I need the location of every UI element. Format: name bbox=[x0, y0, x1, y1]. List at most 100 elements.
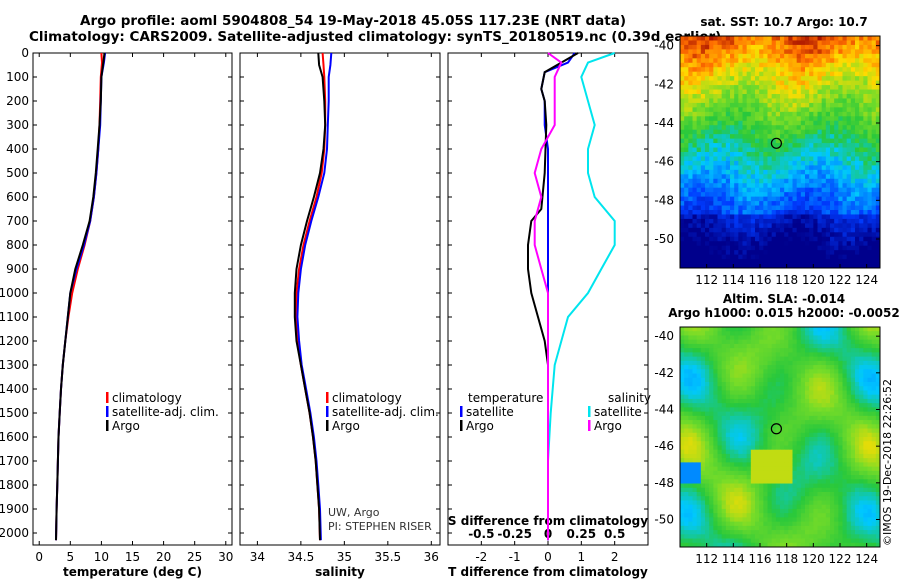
map-y-tick-label: -50 bbox=[654, 232, 674, 246]
x-tick-label: 25 bbox=[187, 550, 202, 564]
y-tick-label: 900 bbox=[6, 262, 29, 276]
map-x-tick-label: 112 bbox=[695, 552, 718, 566]
salinity-diff-legend-swatch bbox=[588, 420, 591, 431]
x-tick-label: 36 bbox=[424, 550, 439, 564]
float-pi-note: PI: STEPHEN RISER bbox=[328, 520, 432, 533]
map-x-tick-label: 124 bbox=[855, 273, 878, 287]
map-y-tick-label: -42 bbox=[654, 366, 674, 380]
x-tick-label: 10 bbox=[94, 550, 109, 564]
x-tick-label: -1 bbox=[509, 550, 521, 564]
sst-map-argo-marker bbox=[770, 137, 783, 149]
title-line-1: Argo profile: aoml 5904808_54 19-May-201… bbox=[80, 13, 627, 29]
salinity-diff-legend-label: Argo bbox=[594, 419, 622, 433]
map-x-tick-label: 116 bbox=[749, 273, 772, 287]
x-tick-label: 30 bbox=[218, 550, 233, 564]
y-tick-label: 1100 bbox=[0, 310, 29, 324]
temperature-legend-swatch bbox=[106, 420, 109, 431]
map-x-tick-label: 114 bbox=[722, 552, 745, 566]
series-satellite-line bbox=[547, 52, 616, 541]
x-tick-label: 1 bbox=[578, 550, 586, 564]
series-argo-line bbox=[533, 52, 563, 541]
map-y-tick-label: -50 bbox=[654, 513, 674, 527]
salinity-x-label: salinity bbox=[315, 565, 365, 579]
x-tick-label: 0 bbox=[35, 550, 43, 564]
map-x-tick-label: 112 bbox=[695, 273, 718, 287]
y-tick-label: 1800 bbox=[0, 478, 29, 492]
x-tick-label: 20 bbox=[156, 550, 171, 564]
salinity-diff-legend-label: satellite bbox=[594, 405, 642, 419]
x-tick-label: 0 bbox=[544, 550, 552, 564]
salinity-legend-swatch bbox=[326, 406, 329, 417]
map-y-tick-label: -48 bbox=[654, 476, 674, 490]
sst-map-field bbox=[680, 36, 881, 269]
salinity-legend-swatch bbox=[326, 420, 329, 431]
map-x-tick-label: 118 bbox=[775, 552, 798, 566]
temperature-legend-label: Argo bbox=[112, 419, 140, 433]
sla-map-frame bbox=[679, 326, 881, 548]
sla-map-argo-marker bbox=[770, 423, 783, 435]
temperature-diff-legend-title: temperature bbox=[468, 391, 543, 405]
temperature-diff-legend-label: Argo bbox=[466, 419, 494, 433]
map-y-tick-label: -44 bbox=[654, 403, 674, 417]
y-tick-label: 700 bbox=[6, 214, 29, 228]
y-tick-label: 2000 bbox=[0, 526, 29, 540]
series-argo-line bbox=[55, 52, 106, 541]
map-y-tick-label: -40 bbox=[654, 329, 674, 343]
temperature-legend-label: satellite-adj. clim. bbox=[112, 405, 219, 419]
salinity-legend-label: Argo bbox=[332, 419, 360, 433]
map-x-tick-label: 124 bbox=[855, 552, 878, 566]
salinity-legend-label: climatology bbox=[332, 391, 402, 405]
y-tick-label: 1600 bbox=[0, 430, 29, 444]
temperature-diff-legend-label: satellite bbox=[466, 405, 514, 419]
map-x-tick-label: 122 bbox=[829, 552, 852, 566]
x-tick-label: 5 bbox=[66, 550, 74, 564]
series-argo-line bbox=[293, 52, 327, 541]
map-x-tick-label: 118 bbox=[775, 273, 798, 287]
sla-map-title-2: Argo h1000: 0.015 h2000: -0.0052 bbox=[668, 306, 899, 320]
t-diff-x-label: T difference from climatology bbox=[448, 565, 648, 579]
x-tick-label: 34 bbox=[250, 550, 265, 564]
map-y-tick-label: -42 bbox=[654, 77, 674, 91]
salinity-legend-swatch bbox=[326, 392, 329, 403]
salinity-diff-legend-swatch bbox=[588, 406, 591, 417]
temperature-legend-swatch bbox=[106, 406, 109, 417]
y-tick-label: 400 bbox=[6, 142, 29, 156]
salinity-legend-label: satellite-adj. clim. bbox=[332, 405, 439, 419]
sst-map-title-1: sat. SST: 10.7 Argo: 10.7 bbox=[700, 15, 867, 29]
y-tick-label: 300 bbox=[6, 118, 29, 132]
x-tick-label: 35 bbox=[337, 550, 352, 564]
y-tick-label: 100 bbox=[6, 70, 29, 84]
map-x-tick-label: 122 bbox=[829, 273, 852, 287]
map-y-tick-label: -48 bbox=[654, 193, 674, 207]
x-tick-label: 15 bbox=[125, 550, 140, 564]
x-tick-label: 34.5 bbox=[288, 550, 315, 564]
float-owner-note: UW, Argo bbox=[328, 506, 380, 519]
y-tick-label: 1700 bbox=[0, 454, 29, 468]
temperature-x-label: temperature (deg C) bbox=[63, 565, 202, 579]
s-diff-tick-label: -0.25 bbox=[497, 527, 532, 541]
salinity-diff-legend-title: salinity bbox=[608, 391, 651, 405]
temperature-diff-legend-swatch bbox=[460, 406, 463, 417]
y-tick-label: 0 bbox=[21, 46, 29, 60]
y-tick-label: 1900 bbox=[0, 502, 29, 516]
sst-map-frame bbox=[679, 35, 881, 269]
sla-map-title-1: Altim. SLA: -0.014 bbox=[723, 292, 845, 306]
temperature-legend-swatch bbox=[106, 392, 109, 403]
map-x-tick-label: 116 bbox=[749, 552, 772, 566]
title-line-2: Climatology: CARS2009. Satellite-adjuste… bbox=[29, 29, 722, 45]
y-tick-label: 1400 bbox=[0, 382, 29, 396]
map-y-tick-label: -40 bbox=[654, 39, 674, 53]
temperature-legend-label: climatology bbox=[112, 391, 182, 405]
map-x-tick-label: 120 bbox=[802, 552, 825, 566]
x-tick-label: -2 bbox=[475, 550, 487, 564]
y-tick-label: 1300 bbox=[0, 358, 29, 372]
y-tick-label: 1500 bbox=[0, 406, 29, 420]
y-tick-label: 600 bbox=[6, 190, 29, 204]
map-y-tick-label: -46 bbox=[654, 439, 674, 453]
y-tick-label: 800 bbox=[6, 238, 29, 252]
temperature-diff-legend-swatch bbox=[460, 420, 463, 431]
y-tick-label: 1200 bbox=[0, 334, 29, 348]
x-tick-label: 2 bbox=[611, 550, 619, 564]
salinity-panel-frame bbox=[239, 52, 441, 546]
